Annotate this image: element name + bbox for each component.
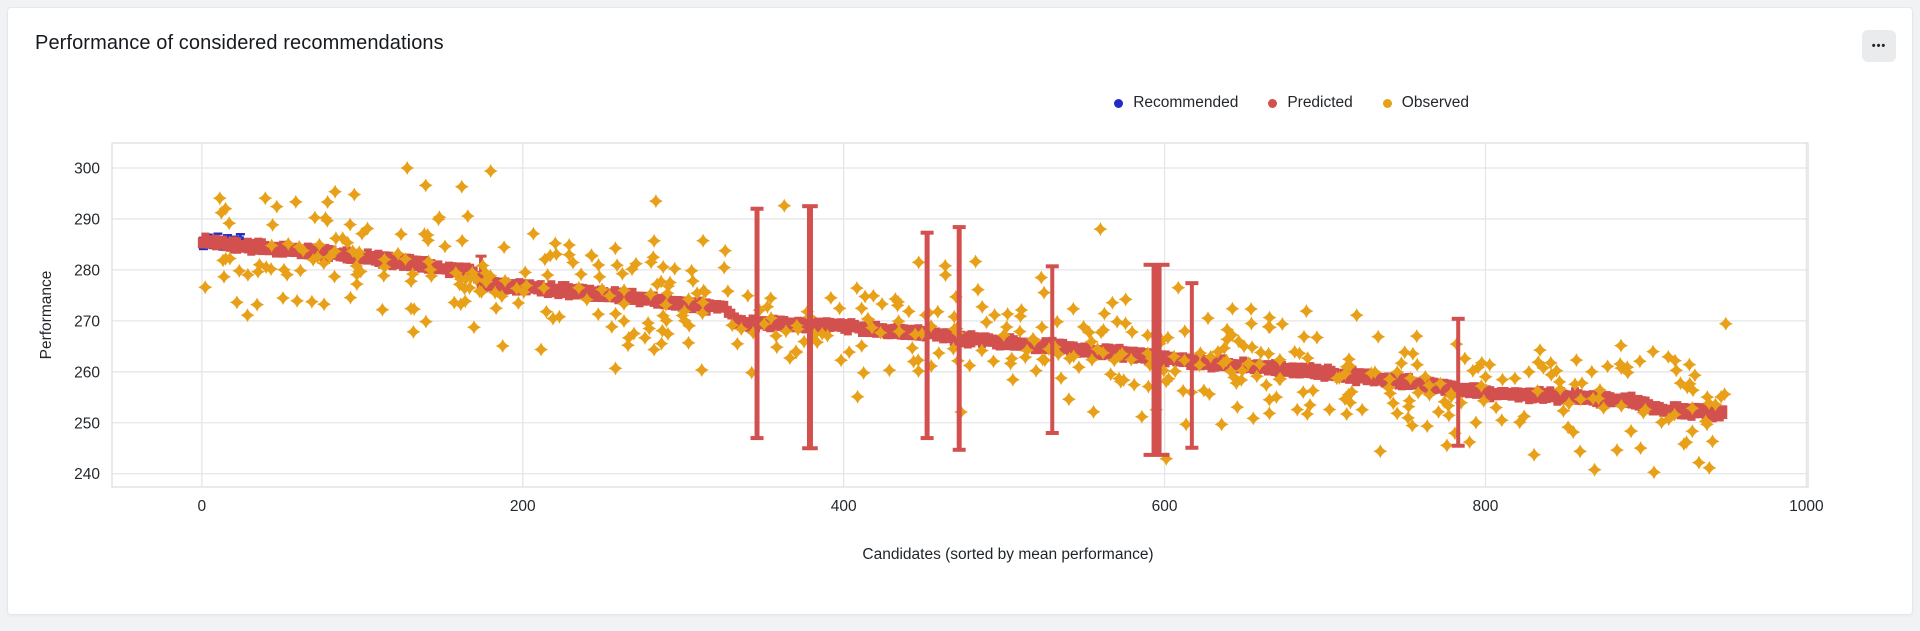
y-tick-labels: 240 250 260 270 280 290 300 <box>74 160 100 483</box>
legend: Recommended Predicted Observed <box>1114 94 1469 112</box>
card-title: Performance of considered recommendation… <box>35 32 444 54</box>
ellipsis-icon: ••• <box>1871 40 1887 52</box>
svg-text:250: 250 <box>74 415 100 432</box>
svg-text:300: 300 <box>74 160 100 177</box>
legend-item-recommended[interactable]: Recommended <box>1114 94 1238 112</box>
legend-dot-icon <box>1114 98 1124 108</box>
legend-item-predicted[interactable]: Predicted <box>1268 94 1353 112</box>
svg-text:240: 240 <box>74 466 100 483</box>
legend-dot-icon <box>1268 98 1278 108</box>
panel-menu-button[interactable]: ••• <box>1862 30 1896 62</box>
svg-text:280: 280 <box>74 262 100 279</box>
legend-label: Predicted <box>1287 94 1353 111</box>
svg-text:290: 290 <box>74 211 100 228</box>
legend-dot-icon <box>1382 98 1392 108</box>
legend-label: Recommended <box>1133 94 1239 111</box>
chart-card: Performance of considered recommendation… <box>7 7 1913 615</box>
svg-text:0: 0 <box>198 498 207 515</box>
y-axis-title: Performance <box>38 270 55 360</box>
svg-text:600: 600 <box>1152 498 1178 515</box>
legend-label: Observed <box>1401 94 1469 111</box>
svg-text:200: 200 <box>510 498 536 515</box>
svg-text:1000: 1000 <box>1789 498 1824 515</box>
svg-text:800: 800 <box>1473 498 1499 515</box>
svg-text:400: 400 <box>831 498 857 515</box>
x-tick-labels: 0 200 400 600 800 1000 <box>198 498 1824 515</box>
plot-border <box>111 142 1809 488</box>
predicted-error-bars <box>750 204 1465 457</box>
svg-text:270: 270 <box>74 313 100 330</box>
x-axis-title: Candidates (sorted by mean performance) <box>862 546 1154 563</box>
svg-text:260: 260 <box>74 364 100 381</box>
legend-item-observed[interactable]: Observed <box>1382 94 1469 112</box>
series-observed <box>198 161 1733 480</box>
